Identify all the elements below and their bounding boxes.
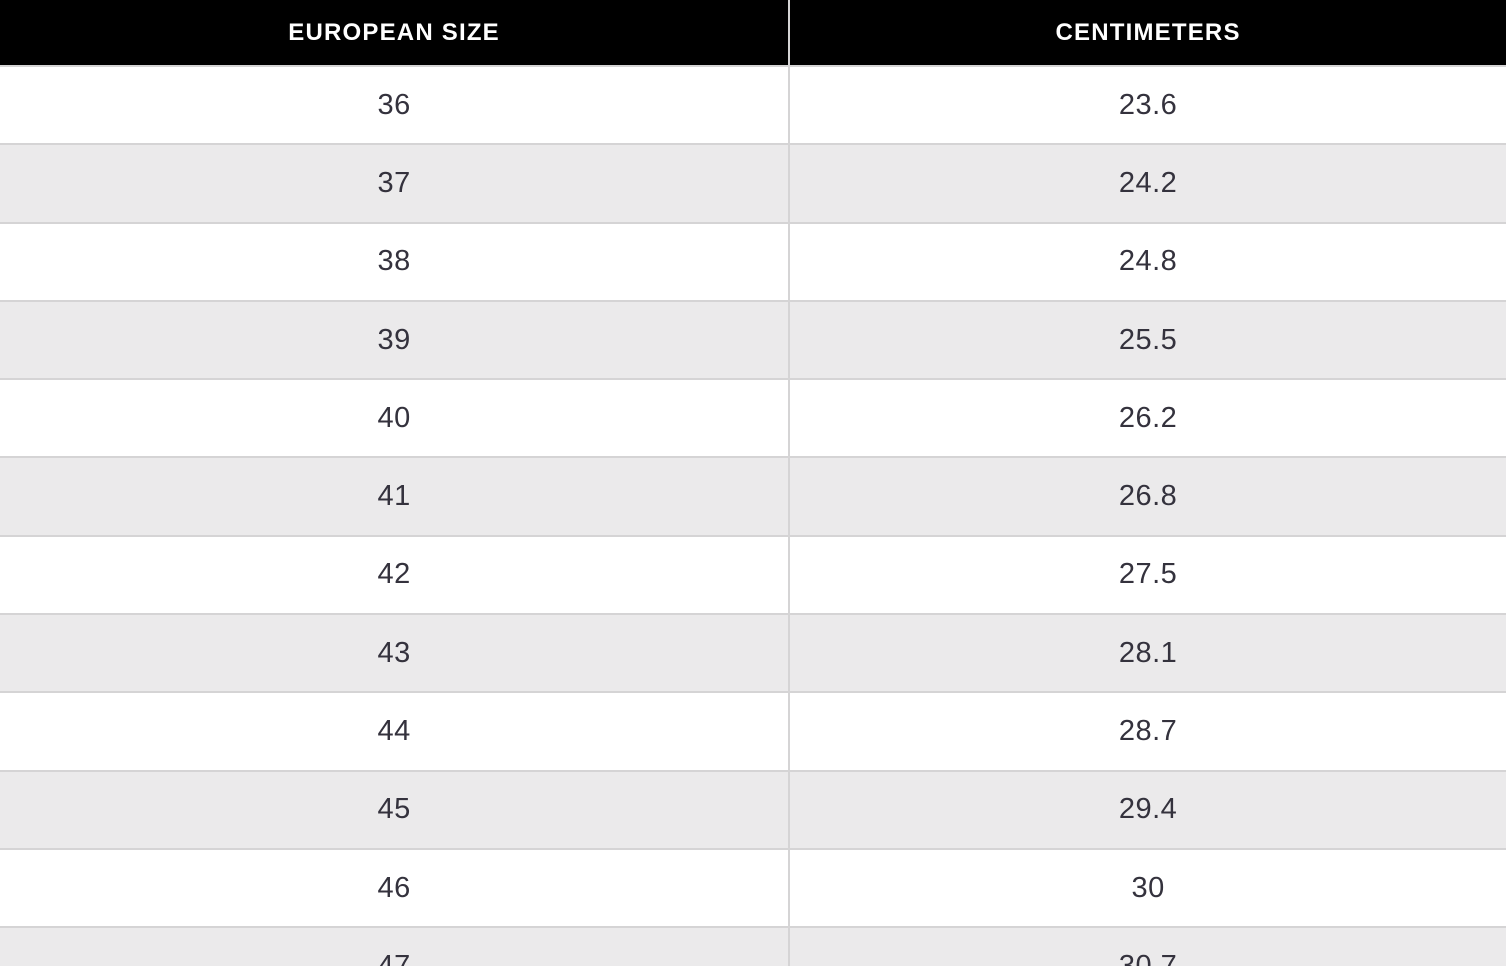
cm-cell: 25.5 [789,300,1506,381]
cm-cell: 30 [789,848,1506,929]
size-cell: 41 [0,457,791,537]
header-centimeters: CENTIMETERS [789,0,1506,67]
table-row: 46 30 [0,848,1506,929]
size-cell: 38 [0,222,791,302]
cm-cell: 26.8 [789,457,1506,537]
table-row: 39 25.5 [0,300,1506,381]
table-row: 37 24.2 [0,144,1506,224]
table-header: EUROPEAN SIZE CENTIMETERS [0,0,1506,67]
size-cell: 44 [0,692,791,772]
table-row: 40 26.2 [0,379,1506,459]
cm-cell: 26.2 [789,379,1506,459]
size-cell: 46 [0,848,791,929]
cm-cell: 24.8 [789,222,1506,302]
size-cell: 36 [0,66,791,146]
cm-cell: 30.7 [789,927,1506,966]
cm-cell: 24.2 [789,144,1506,224]
header-european-size: EUROPEAN SIZE [0,0,791,67]
size-cell: 39 [0,300,791,381]
size-cell: 40 [0,379,791,459]
table-body: 36 23.6 37 24.2 38 24.8 39 25.5 40 26.2 … [0,66,1506,966]
header-row: EUROPEAN SIZE CENTIMETERS [0,0,1506,67]
table-row: 41 26.8 [0,457,1506,537]
table-row: 43 28.1 [0,614,1506,694]
table-row: 47 30.7 [0,927,1506,966]
size-cell: 37 [0,144,791,224]
table-row: 42 27.5 [0,535,1506,616]
cm-cell: 27.5 [789,535,1506,616]
size-cell: 47 [0,927,791,966]
size-cell: 42 [0,535,791,616]
cm-cell: 29.4 [789,770,1506,850]
table-row: 45 29.4 [0,770,1506,850]
size-cell: 43 [0,614,791,694]
cm-cell: 28.1 [789,614,1506,694]
table-row: 36 23.6 [0,66,1506,146]
cm-cell: 23.6 [789,66,1506,146]
table-row: 38 24.8 [0,222,1506,302]
table-row: 44 28.7 [0,692,1506,772]
size-cell: 45 [0,770,791,850]
cm-cell: 28.7 [789,692,1506,772]
